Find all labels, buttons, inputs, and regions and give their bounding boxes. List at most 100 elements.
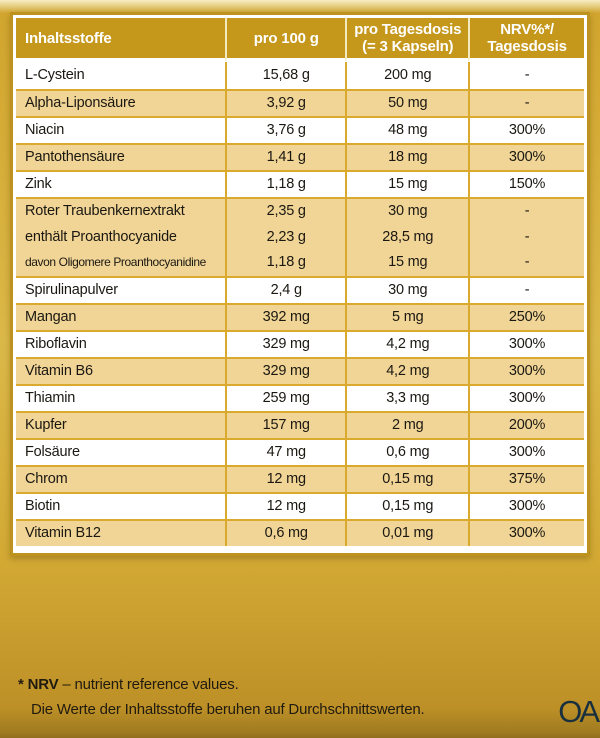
table-row: Zink 1,18 g 15 mg 150% (16, 170, 584, 197)
cell-line: 300% (508, 444, 546, 460)
cell-daily: 4,2 mg (345, 330, 469, 357)
cell-nrv: 250% (468, 303, 584, 330)
cell-line: 329 mg (262, 363, 310, 379)
cell-line: - (524, 67, 530, 83)
cell-name: Pantothensäure (16, 143, 226, 170)
cell-daily: 30 mg 28,5 mg 15 mg (345, 197, 469, 276)
cell-line: 157 mg (262, 417, 310, 433)
cell-line: 300% (508, 122, 546, 138)
header-label-line1: pro Tagesdosis (354, 21, 462, 38)
header-label: Inhaltsstoffe (25, 29, 112, 47)
nutrition-table-card: Inhaltsstoffe pro 100 g pro Tagesdosis (… (10, 12, 590, 556)
cell-line: 392 mg (262, 309, 310, 325)
table-row: Niacin 3,76 g 48 mg 300% (16, 116, 584, 143)
cell-line: 250% (508, 309, 546, 325)
cell-daily: 48 mg (345, 116, 469, 143)
cell-line: Alpha-Liponsäure (25, 95, 136, 111)
footnote: * NRV – nutrient reference values. Die W… (18, 672, 425, 722)
cell-nrv: - (468, 276, 584, 303)
cell-line: 30 mg (388, 282, 428, 298)
cell-nrv: 300% (468, 384, 584, 411)
cell-line: enthält Proanthocyanide (25, 228, 177, 245)
cell-nrv: 300% (468, 519, 584, 546)
cell-line: 150% (508, 176, 546, 192)
cell-line: 15,68 g (262, 67, 310, 83)
column-header-inhaltsstoffe: Inhaltsstoffe (16, 18, 226, 62)
cell-name: Spirulinapulver (16, 276, 226, 303)
cell-line: 300% (508, 336, 546, 352)
cell-per100g: 3,76 g (225, 116, 346, 143)
table-row: Pantothensäure 1,41 g 18 mg 300% (16, 143, 584, 170)
table-row: Kupfer 157 mg 2 mg 200% (16, 411, 584, 438)
cell-name: Folsäure (16, 438, 226, 465)
cell-name: Biotin (16, 492, 226, 519)
cell-line: Riboflavin (25, 336, 87, 352)
cell-name: Kupfer (16, 411, 226, 438)
cell-nrv: 300% (468, 357, 584, 384)
cell-line: Spirulinapulver (25, 282, 118, 298)
cell-per100g: 0,6 mg (225, 519, 346, 546)
cell-line: Mangan (25, 309, 77, 325)
cell-line: 1,41 g (266, 149, 306, 165)
cell-per100g: 47 mg (225, 438, 346, 465)
cell-name: Vitamin B6 (16, 357, 226, 384)
footnote-line-2: Die Werte der Inhaltsstoffe beruhen auf … (31, 701, 425, 718)
cell-line: Kupfer (25, 417, 67, 433)
cell-line: 0,15 mg (382, 498, 434, 514)
table-row: Alpha-Liponsäure 3,92 g 50 mg - (16, 89, 584, 116)
table-row: Chrom 12 mg 0,15 mg 375% (16, 465, 584, 492)
cell-line: Zink (25, 176, 52, 192)
cell-line: 300% (508, 498, 546, 514)
cell-line: 12 mg (266, 471, 307, 487)
column-header-tagesdosis: pro Tagesdosis (= 3 Kapseln) (345, 18, 469, 62)
cell-line: 18 mg (388, 149, 428, 165)
cell-nrv: - - - (468, 197, 584, 276)
cell-daily: 50 mg (345, 89, 469, 116)
cell-line: 12 mg (266, 498, 307, 514)
cell-daily: 0,6 mg (345, 438, 469, 465)
table-row: Mangan 392 mg 5 mg 250% (16, 303, 584, 330)
cell-daily: 0,15 mg (345, 465, 469, 492)
cell-daily: 15 mg (345, 170, 469, 197)
cell-line: Roter Traubenkernextrakt (25, 203, 185, 220)
cell-line: 300% (508, 390, 546, 406)
cell-daily: 5 mg (345, 303, 469, 330)
cell-per100g: 3,92 g (225, 89, 346, 116)
column-header-pro-100g: pro 100 g (225, 18, 346, 62)
cell-daily: 200 mg (345, 62, 469, 89)
cell-line: 2,4 g (270, 282, 302, 298)
cell-name: Roter Traubenkernextrakt enthält Proantho… (16, 197, 226, 276)
cell-line: 300% (508, 525, 546, 541)
cell-per100g: 1,18 g (225, 170, 346, 197)
cell-per100g: 392 mg (225, 303, 346, 330)
cell-nrv: - (468, 62, 584, 89)
cell-line: 2,23 g (266, 228, 306, 245)
cell-line: 0,01 mg (382, 525, 434, 541)
cell-line: 259 mg (262, 390, 310, 406)
cell-per100g: 1,41 g (225, 143, 346, 170)
cell-line: L-Cystein (25, 67, 85, 83)
cell-per100g: 157 mg (225, 411, 346, 438)
cell-daily: 4,2 mg (345, 357, 469, 384)
cell-line: Niacin (25, 122, 65, 138)
cell-line: 375% (508, 471, 546, 487)
cell-line: Pantothensäure (25, 149, 125, 165)
cell-nrv: - (468, 89, 584, 116)
table-row: Vitamin B6 329 mg 4,2 mg 300% (16, 357, 584, 384)
brand-logo: OA (558, 694, 600, 729)
cell-line: 329 mg (262, 336, 310, 352)
cell-line: davon Oligomere Proanthocyanidine (25, 255, 206, 270)
cell-line: Vitamin B6 (25, 363, 93, 379)
cell-per100g: 12 mg (225, 465, 346, 492)
cell-nrv: 150% (468, 170, 584, 197)
table-row: Vitamin B12 0,6 mg 0,01 mg 300% (16, 519, 584, 546)
header-row: Inhaltsstoffe pro 100 g pro Tagesdosis (… (16, 18, 584, 62)
cell-per100g: 15,68 g (225, 62, 346, 89)
nutrition-table: Inhaltsstoffe pro 100 g pro Tagesdosis (… (16, 18, 584, 546)
cell-line: - (524, 203, 530, 220)
cell-nrv: 300% (468, 330, 584, 357)
table-row: Riboflavin 329 mg 4,2 mg 300% (16, 330, 584, 357)
cell-line: - (524, 282, 530, 298)
cell-line: 3,92 g (266, 95, 306, 111)
table-row: Thiamin 259 mg 3,3 mg 300% (16, 384, 584, 411)
